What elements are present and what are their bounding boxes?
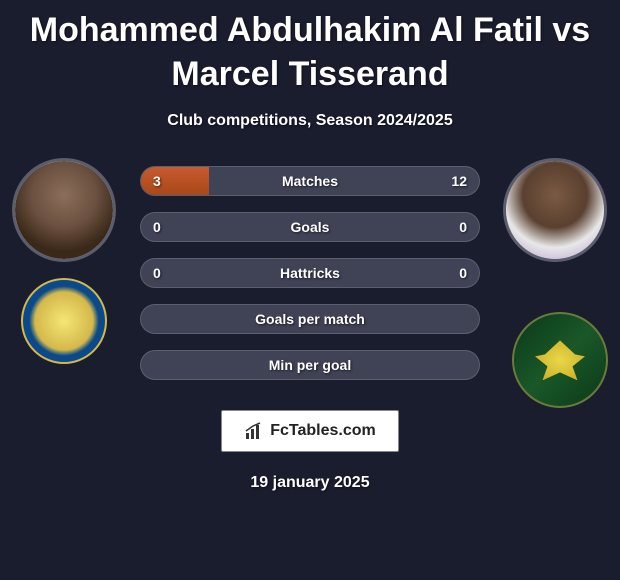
chart-icon [244, 421, 264, 441]
stat-value-right: 12 [451, 173, 467, 189]
stat-value-left: 0 [153, 219, 161, 235]
player1-club-badge [21, 278, 107, 364]
stat-row: 0 0 Hattricks [140, 258, 480, 288]
footer: FcTables.com [0, 410, 620, 452]
player-left-column [12, 158, 116, 364]
stat-row: 3 12 Matches [140, 166, 480, 196]
subtitle: Club competitions, Season 2024/2025 [0, 112, 620, 130]
player1-photo [15, 161, 113, 259]
stat-label: Hattricks [280, 265, 340, 281]
stat-label: Matches [282, 173, 338, 189]
stat-value-left: 0 [153, 265, 161, 281]
stat-row: Goals per match [140, 304, 480, 334]
brand-badge[interactable]: FcTables.com [221, 410, 399, 452]
stat-row: 0 0 Goals [140, 212, 480, 242]
player2-photo [506, 161, 604, 259]
stat-label: Goals [291, 219, 330, 235]
stat-label: Min per goal [269, 357, 351, 373]
comparison-content: 3 12 Matches 0 0 Goals 0 0 Hattricks Goals per ma… [0, 158, 620, 380]
date-label: 19 january 2025 [0, 474, 620, 492]
player1-avatar [12, 158, 116, 262]
stat-fill-left [141, 167, 209, 195]
stats-container: 3 12 Matches 0 0 Goals 0 0 Hattricks Goals per ma… [140, 158, 480, 380]
stat-value-left: 3 [153, 173, 161, 189]
stat-value-right: 0 [459, 219, 467, 235]
brand-text: FcTables.com [270, 422, 376, 440]
player2-club-badge [512, 312, 608, 408]
stat-value-right: 0 [459, 265, 467, 281]
page-title: Mohammed Abdulhakim Al Fatil vs Marcel T… [0, 0, 620, 100]
stat-label: Goals per match [255, 311, 365, 327]
player2-avatar [503, 158, 607, 262]
player-right-column [503, 158, 608, 408]
stat-row: Min per goal [140, 350, 480, 380]
